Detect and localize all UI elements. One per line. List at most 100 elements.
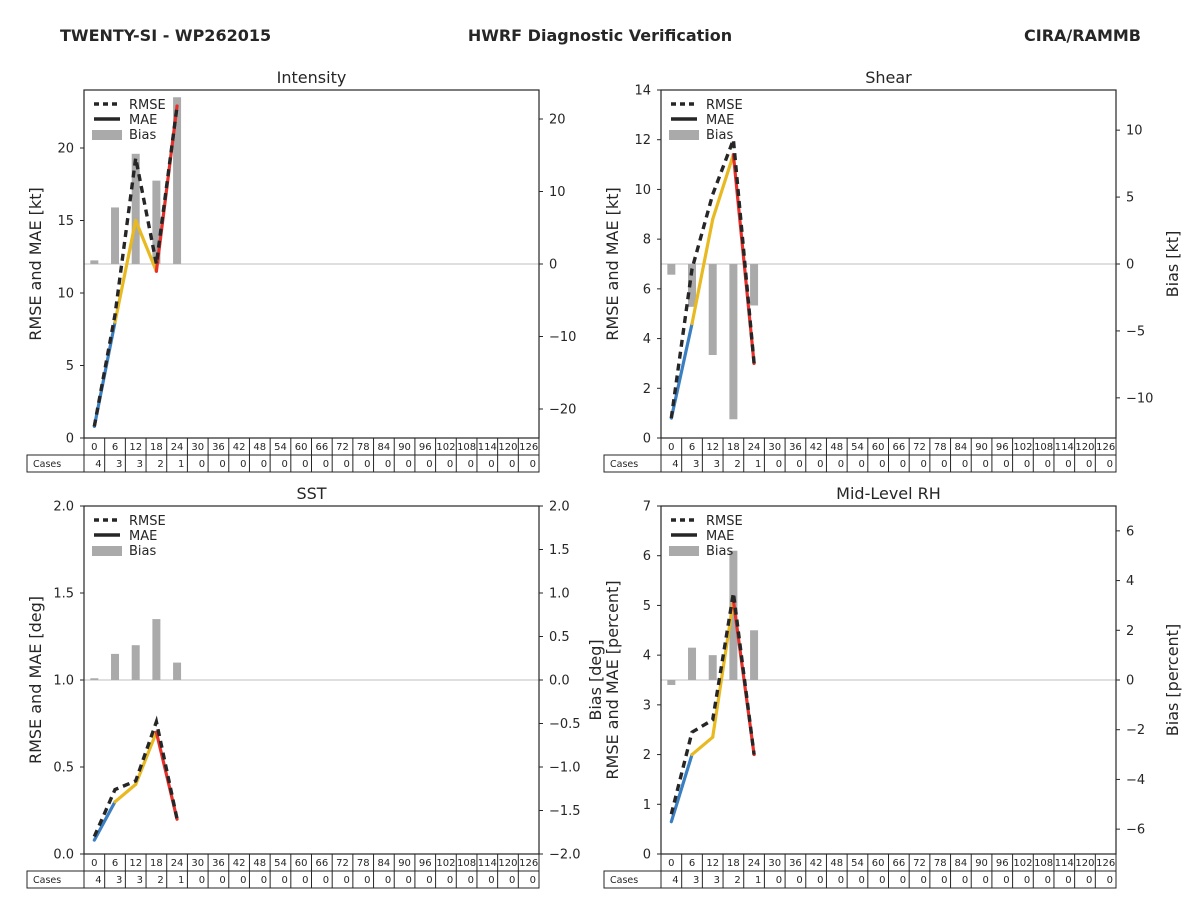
case-count: 0 (776, 875, 782, 886)
y-tick-label: 8 (643, 233, 651, 248)
case-count: 0 (219, 459, 225, 470)
case-count: 0 (1024, 459, 1030, 470)
y-tick-label: 12 (634, 133, 651, 148)
legend-bias-label: Bias (129, 128, 156, 143)
bias-bar (152, 619, 161, 680)
case-count: 0 (941, 875, 947, 886)
case-count: 0 (199, 875, 205, 886)
y2-tick-label: 1.0 (549, 587, 570, 602)
case-count: 2 (157, 459, 163, 470)
case-count: 0 (426, 875, 432, 886)
y-tick-label: 0.0 (53, 848, 74, 863)
lead-hour-label: 30 (191, 858, 204, 869)
y2-tick-label: −10 (549, 330, 576, 345)
y2-tick-label: −6 (1126, 823, 1145, 838)
y2-tick-label: 4 (1126, 574, 1134, 589)
lead-hour-label: 60 (295, 858, 308, 869)
lead-hour-label: 42 (233, 858, 246, 869)
case-count: 0 (1024, 875, 1030, 886)
y2-tick-label: −1.5 (549, 804, 581, 819)
lead-hour-label: 72 (336, 442, 349, 453)
y-tick-label: 1 (643, 798, 651, 813)
lead-hour-label: 66 (892, 442, 905, 453)
case-count: 3 (714, 875, 720, 886)
bias-bar (90, 678, 99, 680)
cases-table: Cases04631231822413003604204805406006607… (26, 853, 540, 889)
cases-row (26, 454, 540, 473)
case-count: 0 (1107, 459, 1113, 470)
case-count: 3 (116, 459, 122, 470)
panel-title: Intensity (277, 68, 347, 87)
lead-hour-label: 78 (357, 442, 370, 453)
y2-tick-label: −2.0 (549, 848, 581, 863)
case-count: 0 (468, 459, 474, 470)
lead-hour-label: 72 (336, 858, 349, 869)
bias-bar (708, 264, 717, 356)
panel-title: SST (296, 484, 326, 503)
y2-tick-label: −5 (1126, 324, 1145, 339)
case-count: 0 (1065, 459, 1071, 470)
y2-tick-label: −2 (1126, 723, 1145, 738)
legend-bias-label: Bias (129, 544, 156, 559)
case-count: 0 (1003, 459, 1009, 470)
y-tick-label: 6 (643, 282, 651, 297)
cases-row (603, 870, 1117, 889)
case-count: 4 (672, 875, 678, 886)
case-count: 0 (509, 459, 515, 470)
y-tick-label: 20 (57, 142, 74, 157)
y-tick-label: 0 (643, 432, 651, 447)
organization-label: CIRA/RAMMB (1024, 26, 1141, 45)
case-count: 0 (281, 875, 287, 886)
lead-hour-label: 126 (1096, 858, 1115, 869)
lead-hour-label: 36 (212, 858, 225, 869)
y2-tick-label: 0.0 (549, 674, 570, 689)
lead-hour-label: 24 (171, 858, 184, 869)
lead-hour-label: 6 (689, 442, 695, 453)
lead-hour-label: 30 (768, 442, 781, 453)
lead-hour-label: 126 (1096, 442, 1115, 453)
bias-bar (667, 680, 676, 685)
case-count: 0 (199, 459, 205, 470)
lead-hour-label: 6 (112, 442, 118, 453)
case-count: 1 (178, 875, 184, 886)
y-tick-label: 2 (643, 382, 651, 397)
case-count: 0 (983, 875, 989, 886)
case-count: 2 (157, 875, 163, 886)
case-count: 0 (468, 875, 474, 886)
bias-bar (90, 260, 99, 264)
mae-line-segment (134, 730, 158, 787)
legend-mae-label: MAE (129, 529, 157, 544)
cases-row (26, 870, 540, 889)
cases-table: Cases04631231822413003604204805406006607… (603, 853, 1117, 889)
lead-hour-label: 102 (436, 858, 455, 869)
lead-hour-label: 18 (727, 858, 740, 869)
lead-hour-label: 66 (892, 858, 905, 869)
case-count: 0 (983, 459, 989, 470)
case-count: 0 (838, 875, 844, 886)
lead-hour-label: 108 (457, 442, 476, 453)
mae-line-segment (113, 782, 138, 804)
lead-hour-label: 108 (1034, 442, 1053, 453)
lead-hour-label: 96 (419, 858, 432, 869)
case-count: 0 (302, 875, 308, 886)
panel-title: Shear (865, 68, 912, 87)
case-count: 0 (364, 459, 370, 470)
case-count: 0 (385, 459, 391, 470)
bias-bar (729, 264, 738, 420)
case-count: 0 (509, 875, 515, 886)
bias-bar (729, 550, 738, 680)
legend-bias-swatch (669, 546, 699, 556)
mae-line-segment (669, 752, 694, 824)
case-count: 3 (693, 459, 699, 470)
cases-table: Cases04631231822413003604204805406006607… (26, 437, 540, 473)
lead-hour-label: 6 (112, 858, 118, 869)
lead-hour-label: 42 (233, 442, 246, 453)
case-count: 0 (817, 875, 823, 886)
y2-axis-label: Bias [percent] (1163, 624, 1182, 736)
lead-hour-label: 24 (748, 858, 761, 869)
y-tick-label: 14 (634, 84, 651, 99)
case-count: 0 (343, 459, 349, 470)
lead-hour-label: 120 (1075, 858, 1094, 869)
lead-hour-label: 120 (1075, 442, 1094, 453)
